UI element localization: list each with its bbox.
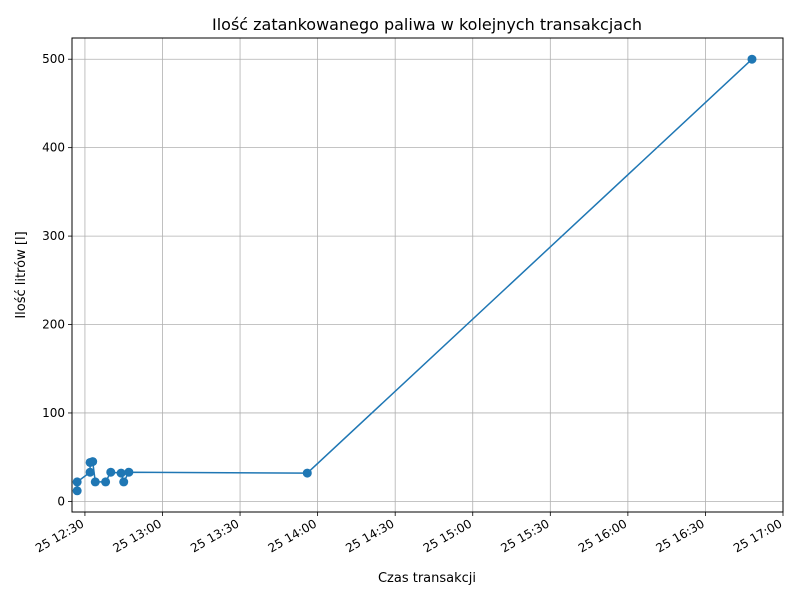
x-tick-label: 25 14:30	[343, 516, 396, 555]
data-point	[116, 468, 126, 478]
x-tick-label: 25 15:30	[498, 516, 551, 555]
data-point	[72, 477, 82, 487]
series-layer	[72, 54, 757, 496]
y-tick-label: 100	[42, 406, 65, 420]
data-point	[85, 467, 95, 477]
data-point	[90, 477, 100, 487]
data-point	[747, 54, 757, 64]
data-point	[302, 468, 312, 478]
y-tick-label: 500	[42, 52, 65, 66]
y-tick-label: 200	[42, 318, 65, 332]
data-point	[88, 457, 98, 467]
y-axis-label: Ilość litrów [l]	[14, 231, 29, 318]
data-point	[119, 477, 129, 487]
x-tick-label: 25 16:30	[653, 516, 706, 555]
data-point	[106, 467, 116, 477]
data-point	[101, 477, 111, 487]
series-line	[76, 58, 753, 491]
y-tick-label: 0	[57, 494, 65, 508]
y-axis: 0 100 200 300 400 500	[42, 52, 72, 508]
x-tick-label: 25 17:00	[731, 516, 784, 555]
y-tick-label: 300	[42, 229, 65, 243]
x-axis: 25 12:30 25 13:00 25 13:30 25 14:00 25 14:30…	[33, 512, 785, 555]
x-axis-label: Czas transakcji	[378, 571, 476, 586]
x-tick-label: 25 15:00	[421, 516, 474, 555]
grid	[72, 38, 784, 512]
y-tick-label: 400	[42, 141, 65, 155]
chart-title: Ilość zatankowanego paliwa w kolejnych t…	[212, 15, 642, 34]
data-point	[124, 467, 134, 477]
data-point	[72, 486, 82, 496]
x-tick-label: 25 14:00	[266, 516, 319, 555]
x-tick-label: 25 16:00	[576, 516, 629, 555]
x-tick-label: 25 12:30	[33, 516, 86, 555]
x-tick-label: 25 13:00	[111, 516, 164, 555]
plot-frame	[71, 37, 784, 513]
x-tick-label: 25 13:30	[188, 516, 241, 555]
